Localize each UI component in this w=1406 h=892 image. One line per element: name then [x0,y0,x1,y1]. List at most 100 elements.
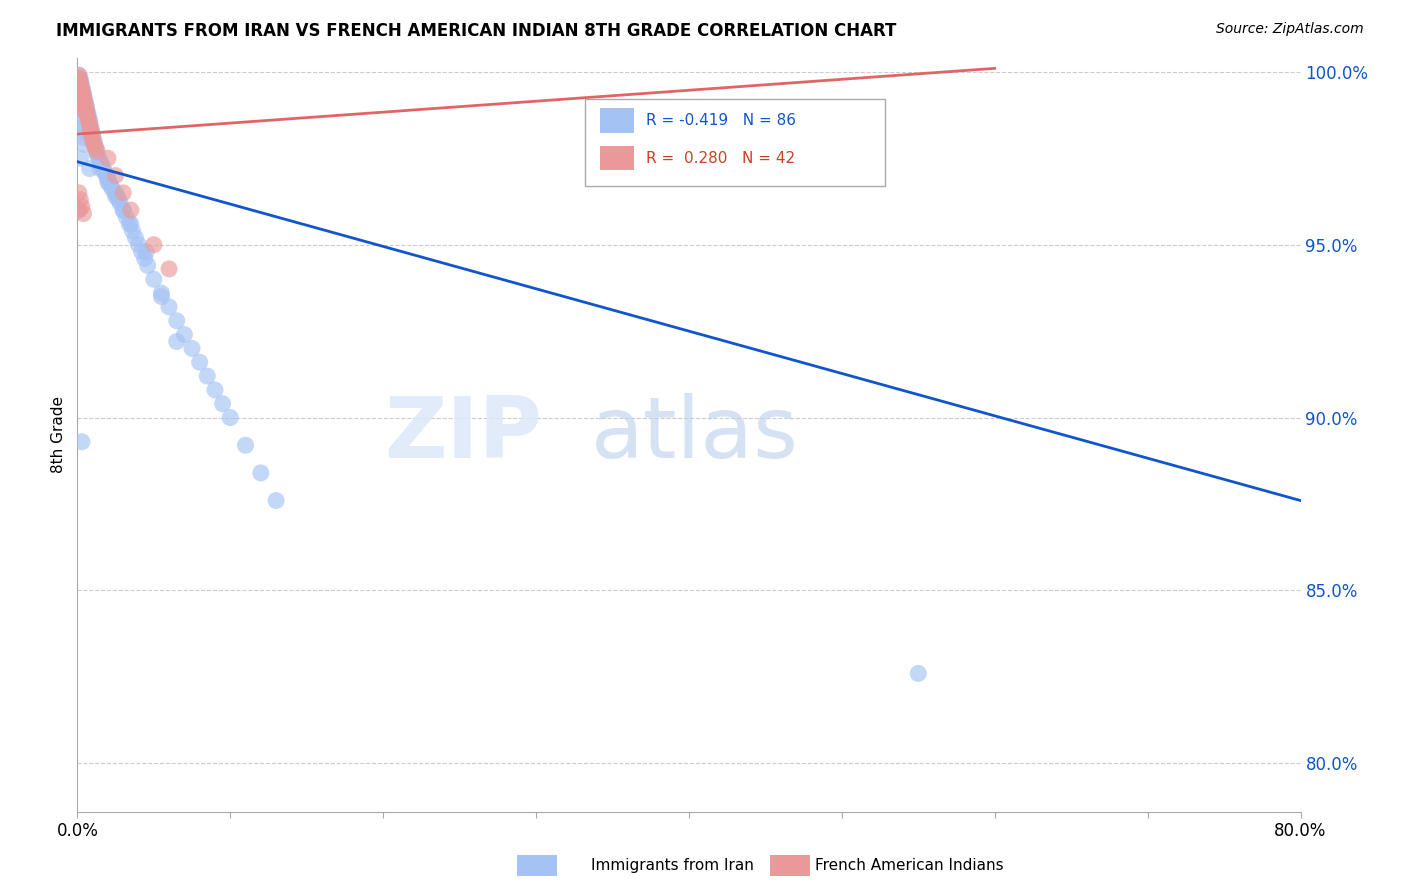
Point [173,327,195,342]
Point [97,151,120,165]
Point [69,117,91,131]
Point [69,71,91,86]
Point [150,286,173,301]
Point [108,196,131,211]
Point [73,95,96,110]
Point [83,137,105,152]
Point [72,89,94,103]
Point [67,203,90,218]
Point [150,289,173,303]
Text: French American Indians: French American Indians [815,858,1004,872]
Text: Source: ZipAtlas.com: Source: ZipAtlas.com [1216,22,1364,37]
Point [112,203,135,218]
Point [135,244,157,259]
Point [211,397,233,411]
Point [72,130,94,145]
Point [69,78,91,93]
Point [77,110,100,124]
Point [70,86,93,100]
Point [79,117,101,131]
Point [70,434,93,449]
Text: atlas: atlas [591,393,799,476]
Point [82,130,104,145]
Point [79,113,101,128]
Point [112,186,135,200]
Point [82,134,104,148]
Point [72,103,94,117]
Text: R =  0.280   N = 42: R = 0.280 N = 42 [647,151,796,166]
Point [72,93,94,107]
Point [72,89,94,103]
Point [70,93,93,107]
Point [77,106,100,120]
Point [94,165,117,179]
Point [188,355,211,369]
Point [69,89,91,103]
Point [121,224,143,238]
Point [70,82,93,96]
Point [67,103,90,117]
Point [100,178,122,193]
Point [70,200,93,214]
Point [72,206,94,220]
Point [67,186,90,200]
Point [107,193,129,207]
Point [104,169,127,183]
Point [90,158,112,172]
Point [76,99,98,113]
Point [83,134,105,148]
Point [91,161,114,176]
Point [80,123,103,137]
Point [84,145,107,159]
Point [131,244,153,259]
Point [70,78,93,93]
Point [76,103,98,117]
Point [136,259,159,273]
Point [73,95,96,110]
Point [166,314,188,328]
Y-axis label: 8th Grade: 8th Grade [51,396,66,474]
Text: ZIP: ZIP [384,393,543,476]
Point [80,127,103,141]
Point [67,203,90,218]
Point [235,438,257,452]
Point [84,141,107,155]
Point [181,342,204,356]
Point [69,75,91,89]
Point [69,110,91,124]
Point [104,186,127,200]
Point [104,189,127,203]
Point [89,154,111,169]
Point [89,161,111,176]
Point [195,369,218,384]
Point [73,95,96,110]
Point [69,193,91,207]
Point [250,466,273,480]
Point [96,169,118,183]
Point [80,120,103,135]
Point [166,334,188,349]
Point [76,103,98,117]
Point [157,261,180,276]
Point [84,141,107,155]
Point [77,110,100,124]
Bar [599,109,634,133]
Text: Immigrants from Iran: Immigrants from Iran [591,858,754,872]
Point [124,231,146,245]
Point [142,237,165,252]
Point [69,86,91,100]
Point [157,300,180,314]
Point [907,666,929,681]
Point [142,272,165,286]
Point [115,210,138,224]
Point [69,151,91,165]
Point [120,203,142,218]
Point [105,189,128,203]
Point [73,99,96,113]
Point [67,75,90,89]
Point [70,86,93,100]
Point [98,176,121,190]
Point [79,161,101,176]
Point [69,78,91,93]
Bar [599,146,634,170]
